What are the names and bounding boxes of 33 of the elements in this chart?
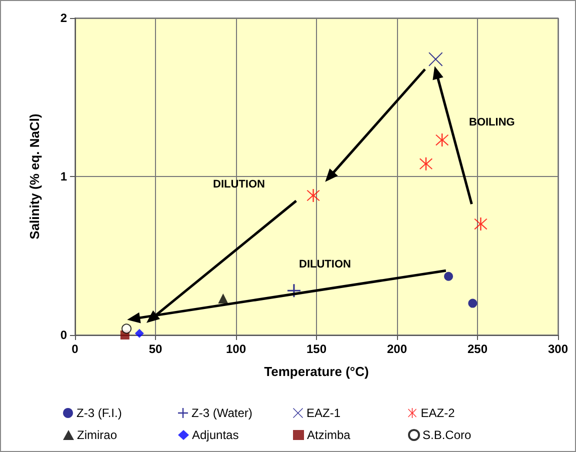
- x-tick-label: 0: [72, 342, 79, 356]
- annotation: DILUTION: [213, 178, 265, 190]
- legend-label: EAZ-1: [306, 406, 341, 420]
- point: [474, 218, 488, 231]
- point: [444, 272, 454, 281]
- y-tick-label: 2: [60, 11, 68, 25]
- point: [306, 189, 320, 202]
- y-tick-label: 0: [60, 328, 68, 342]
- point: [218, 294, 228, 304]
- legend-label: Atzimba: [307, 428, 351, 442]
- legend-label: Z-3 (F.I.): [76, 406, 122, 420]
- x-tick-label: 150: [306, 342, 327, 356]
- x-axis-title: Temperature (°C): [264, 364, 369, 379]
- legend-label: Z-3 (Water): [192, 406, 252, 420]
- legend-label: Zimirao: [77, 428, 118, 442]
- point: [419, 157, 432, 170]
- x-tick-label: 100: [226, 342, 246, 356]
- x-tick-label: 250: [467, 342, 488, 356]
- legend-label: Adjuntas: [192, 428, 239, 442]
- y-axis-title: Salinity (% eq. NaCl): [27, 114, 42, 240]
- legend-label: S.B.Coro: [422, 428, 472, 442]
- annotation: BOILING: [469, 116, 515, 128]
- point: [468, 298, 478, 308]
- point: [134, 328, 144, 338]
- x-tick-label: 50: [148, 342, 162, 356]
- x-tick-label: 300: [548, 342, 568, 356]
- point: [122, 324, 132, 334]
- legend-label: EAZ-2: [420, 406, 456, 420]
- annotation: DILUTION: [299, 258, 351, 270]
- point: [436, 134, 449, 147]
- x-tick-label: 200: [386, 342, 408, 356]
- point: [428, 52, 443, 66]
- y-tick-label: 1: [60, 170, 68, 184]
